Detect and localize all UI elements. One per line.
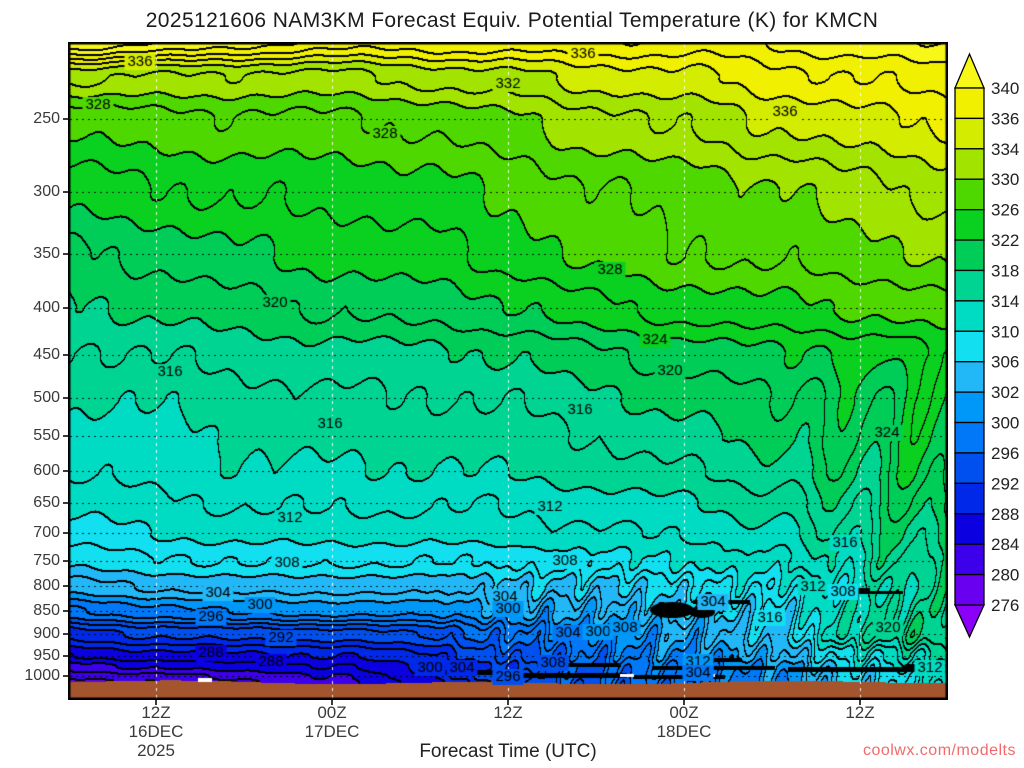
colorbar-label-336: 336 [991,109,1019,128]
contour-plot-canvas [68,42,948,700]
colorbar-arrow-top [954,52,985,89]
y-tick-label-700: 700 [33,523,60,541]
colorbar-label-326: 326 [991,201,1019,220]
colorbar-label-296: 296 [991,444,1019,463]
watermark: coolwx.com/modelts [862,742,1016,759]
y-tick-mark [63,609,68,612]
y-tick-mark [63,559,68,562]
y-tick-mark [63,396,68,399]
colorbar-swatch-336-340 [954,87,985,120]
colorbar-label-340: 340 [991,79,1019,98]
x-tick-label-00Z: 00Z 18DEC [656,703,712,741]
y-tick-mark [63,469,68,472]
y-tick-label-450: 450 [33,346,60,364]
colorbar-swatch-314-318 [954,269,985,302]
colorbar-label-292: 292 [991,474,1019,493]
x-tick-mark [683,700,685,705]
colorbar-swatch-276-280 [954,573,985,606]
y-tick-mark [63,502,68,505]
colorbar-label-314: 314 [991,292,1019,311]
colorbar-label-334: 334 [991,140,1019,159]
colorbar-swatch-326-330 [954,178,985,211]
x-tick-label-00Z: 00Z 17DEC [304,703,360,741]
y-tick-mark [63,191,68,194]
y-tick-mark [63,585,68,588]
colorbar-label-330: 330 [991,170,1019,189]
y-tick-mark [63,654,68,657]
colorbar-swatch-288-292 [954,482,985,515]
colorbar-label-322: 322 [991,231,1019,250]
x-tick-mark [155,700,157,705]
y-tick-label-950: 950 [33,646,60,664]
colorbar-arrow-bottom [953,604,986,639]
colorbar: 340 336 334 330 326 322 318 314 310 306 302 300 296 2… [953,52,1019,639]
y-tick-mark [63,675,68,678]
y-tick-mark [63,253,68,256]
y-tick-label-650: 650 [33,494,60,512]
y-tick-label-850: 850 [33,601,60,619]
y-tick-label-300: 300 [33,183,60,201]
colorbar-label-310: 310 [991,322,1019,341]
y-tick-mark [63,434,68,437]
page-title: 2025121606 NAM3KM Forecast Equiv. Potent… [145,9,879,32]
y-tick-mark [63,118,68,121]
y-tick-label-800: 800 [33,577,60,595]
y-tick-label-400: 400 [33,298,60,316]
y-tick-mark [63,354,68,357]
colorbar-swatch-300-302 [954,391,985,424]
y-tick-mark [63,531,68,534]
y-tick-label-1000: 1000 [24,667,60,685]
y-tick-label-750: 750 [33,551,60,569]
colorbar-swatch-318-322 [954,239,985,272]
colorbar-swatch-322-326 [954,208,985,241]
x-axis-title: Forecast Time (UTC) [419,741,597,762]
colorbar-label-284: 284 [991,535,1019,554]
x-tick-mark [507,700,509,705]
y-tick-label-250: 250 [33,110,60,128]
colorbar-swatch-330-334 [954,148,985,180]
y-tick-label-900: 900 [33,624,60,642]
colorbar-label-276: 276 [991,596,1019,615]
colorbar-label-288: 288 [991,505,1019,524]
colorbar-swatch-296-300 [954,421,985,454]
colorbar-swatch-292-296 [954,452,985,485]
y-tick-label-550: 550 [33,426,60,444]
y-tick-label-350: 350 [33,245,60,263]
colorbar-swatch-310-314 [954,300,985,332]
colorbar-label-300: 300 [991,414,1019,433]
y-tick-mark [63,306,68,309]
x-tick-mark [331,700,333,705]
colorbar-swatch-334-336 [954,117,985,150]
colorbar-label-302: 302 [991,383,1019,402]
colorbar-swatch-302-306 [954,361,985,393]
colorbar-swatch-306-310 [954,330,985,363]
colorbar-label-280: 280 [991,566,1019,585]
colorbar-label-306: 306 [991,353,1019,372]
x-tick-label-12Z: 12Z 16DEC 2025 [128,703,184,760]
colorbar-swatch-284-288 [954,513,985,545]
y-tick-mark [63,632,68,635]
x-tick-label-12Z: 12Z [493,703,523,722]
x-tick-label-12Z: 12Z [845,703,875,722]
colorbar-label-318: 318 [991,261,1019,280]
x-tick-mark [859,700,861,705]
colorbar-swatch-280-284 [954,543,985,576]
y-tick-label-500: 500 [33,388,60,406]
y-tick-label-600: 600 [33,461,60,479]
